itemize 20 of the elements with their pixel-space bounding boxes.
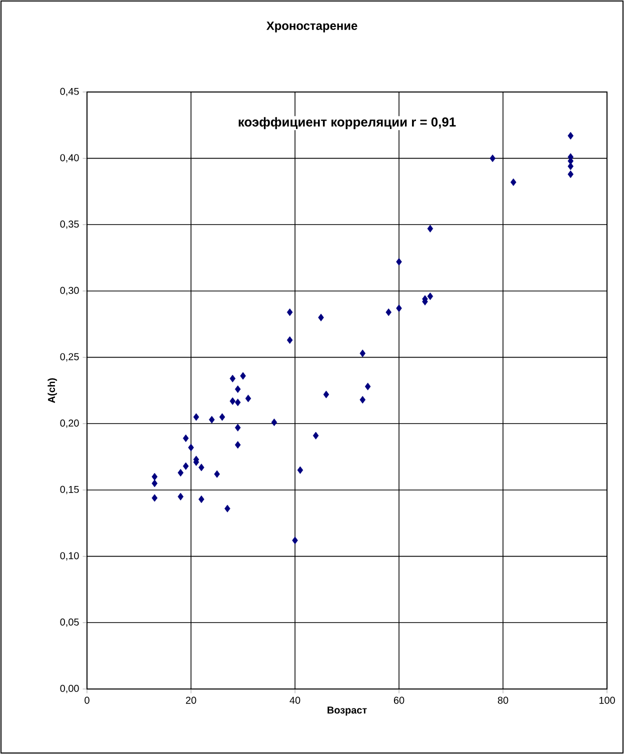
- y-tick-label: 0,30: [60, 286, 79, 296]
- y-axis-title: A(ch): [48, 378, 57, 403]
- x-tick-label: 40: [290, 696, 300, 704]
- y-tick-label: 0,00: [60, 684, 79, 694]
- y-tick-label: 0,20: [60, 420, 79, 428]
- x-tick-label: 80: [498, 696, 508, 704]
- y-tick-label: 0,35: [60, 220, 79, 229]
- y-tick-label: 0,05: [60, 618, 79, 627]
- chart-title: Хроностарение: [266, 22, 358, 32]
- y-tick-label: 0,15: [60, 486, 79, 494]
- y-tick-label: 0,25: [60, 353, 79, 362]
- x-tick-label: 60: [394, 696, 404, 704]
- y-tick-label: 0,10: [60, 552, 79, 560]
- y-tick-label: 0,45: [60, 88, 79, 96]
- y-tick-label: 0,40: [60, 154, 79, 162]
- x-tick-label: 100: [599, 696, 615, 704]
- x-tick-label: 20: [186, 696, 196, 704]
- x-axis-title: Возраст: [328, 706, 367, 716]
- x-tick-label: 0: [84, 696, 90, 704]
- annotation: коэффициент корреляции r = 0,91: [238, 117, 456, 130]
